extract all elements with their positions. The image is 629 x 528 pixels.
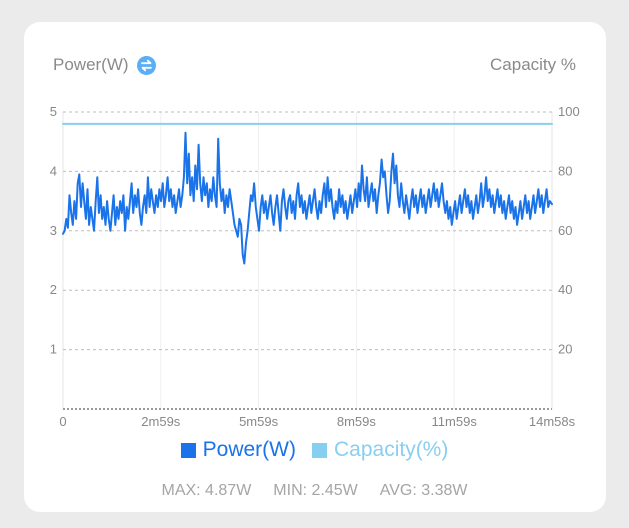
max-stat: MAX: 4.87W (161, 482, 252, 499)
y-left-tick-label: 5 (50, 104, 57, 119)
y-left-tick-label: 2 (50, 282, 57, 297)
y-right-tick-label: 40 (558, 282, 572, 297)
min-stat: MIN: 2.45W (273, 482, 358, 499)
power-series-line (62, 131, 553, 265)
capacity-legend-label: Capacity(%) (333, 438, 449, 461)
swap-arrows-icon[interactable] (136, 55, 156, 75)
capacity-axis-title: Capacity % (490, 55, 576, 74)
x-tick-label: 11m59s (432, 414, 478, 429)
y-left-tick-label: 3 (50, 223, 57, 238)
x-tick-label: 0 (59, 414, 66, 429)
x-tick-label: 5m59s (239, 414, 279, 429)
y-right-tick-label: 20 (558, 342, 572, 357)
y-left-tick-label: 1 (50, 342, 57, 357)
power-stats: MAX: 4.87W MIN: 2.45W AVG: 3.38W (0, 482, 629, 500)
legend-item-capacity[interactable]: Capacity(%) (311, 438, 449, 462)
x-tick-label: 2m59s (141, 414, 181, 429)
x-tick-label: 14m58s (529, 414, 576, 429)
avg-stat: AVG: 3.38W (379, 482, 468, 499)
y-left-tick-label: 4 (50, 163, 57, 178)
power-axis-title: Power(W) (53, 55, 129, 74)
chart-card (24, 22, 606, 512)
chart-legend: Power(W) Capacity(%) (0, 438, 629, 462)
y-right-tick-label: 80 (558, 163, 572, 178)
power-legend-label: Power(W) (202, 438, 296, 461)
y-right-tick-label: 100 (558, 104, 580, 119)
y-right-tick-label: 60 (558, 223, 572, 238)
chart-header-left: Power(W) (53, 54, 156, 76)
legend-item-power[interactable]: Power(W) (180, 438, 296, 462)
capacity-legend-swatch (311, 442, 327, 458)
x-tick-label: 8m59s (337, 414, 377, 429)
power-legend-swatch (180, 442, 196, 458)
